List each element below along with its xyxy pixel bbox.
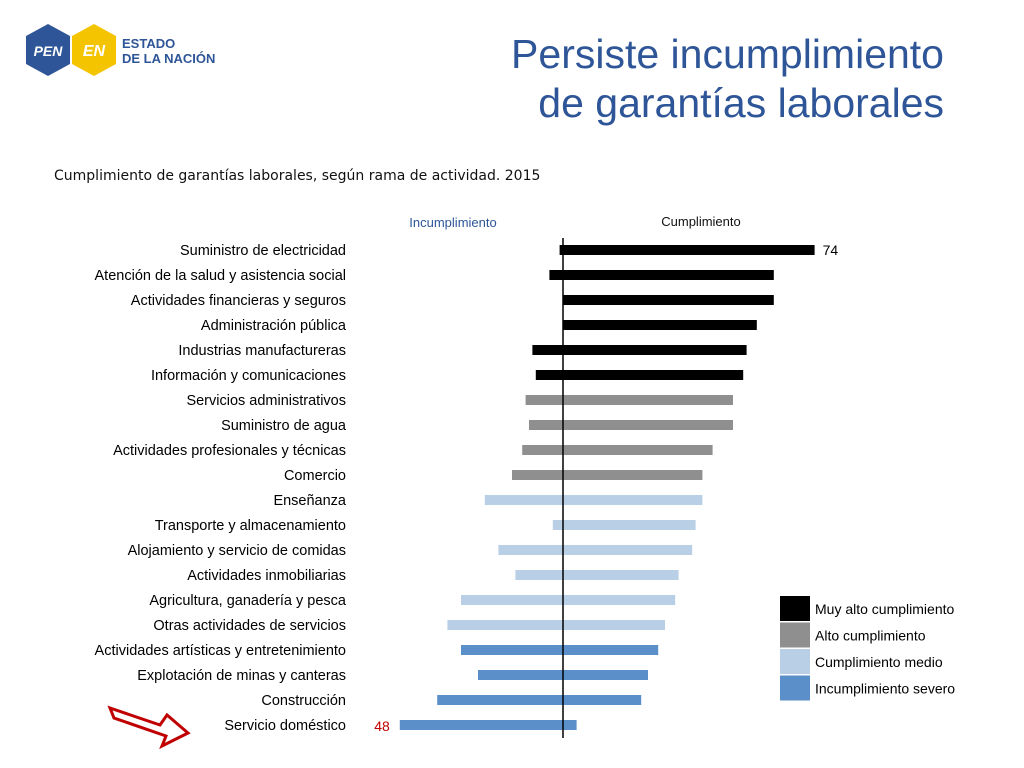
bar-incumplimiento [437,695,563,705]
category-label: Industrias manufactureras [178,343,346,359]
bar-cumplimiento [563,670,648,680]
bar-cumplimiento [563,470,703,480]
bar-cumplimiento [563,720,577,730]
pen-badge-text: PEN [34,43,64,59]
bar-incumplimiento [549,270,563,280]
legend-label: Alto cumplimiento [815,628,926,644]
legend-swatch [780,675,810,701]
bar-incumplimiento [559,245,563,255]
bar-cumplimiento [563,395,733,405]
bar-cumplimiento [563,595,676,605]
category-label: Actividades inmobiliarias [187,568,346,584]
legend-label: Cumplimiento medio [815,654,943,670]
bar-cumplimiento [563,345,747,355]
header-incumplimiento: Incumplimiento [409,215,496,230]
category-label: Alojamiento y servicio de comidas [128,543,346,559]
bar-cumplimiento [563,695,642,705]
category-label: Agricultura, ganadería y pesca [149,593,347,609]
bar-cumplimiento [563,495,703,505]
category-label: Administración pública [201,318,347,334]
bar-cumplimiento [563,245,815,255]
data-label-highlight: 48 [374,718,390,734]
legend-label: Incumplimiento severo [815,681,955,697]
bar-incumplimiento [461,595,563,605]
bar-incumplimiento [484,495,563,505]
estado-de-la-nacion-logo: PEN EN ESTADO DE LA NACIÓN [26,24,215,76]
bar-cumplimiento [563,520,696,530]
category-label: Actividades artísticas y entretenimiento [95,643,346,659]
category-label: Construcción [261,693,346,709]
header-cumplimiento: Cumplimiento [661,214,740,229]
page-title: Persiste incumplimiento de garantías lab… [511,30,944,128]
chart-subtitle: Cumplimiento de garantías laborales, seg… [54,168,541,184]
bar-incumplimiento [522,445,563,455]
logo-line1: ESTADO [122,36,175,51]
title-line-2: de garantías laborales [538,80,944,126]
bar-incumplimiento [399,720,563,730]
category-label: Suministro de agua [221,418,347,434]
bar-cumplimiento [563,645,659,655]
category-label: Otras actividades de servicios [153,618,346,634]
bar-incumplimiento [478,670,563,680]
legend-swatch [780,622,810,648]
data-label: 74 [823,242,839,258]
bar-cumplimiento [563,270,774,280]
bar-incumplimiento [515,570,563,580]
en-badge-text: EN [83,43,106,60]
category-label: Comercio [284,468,346,484]
bar-cumplimiento [563,445,713,455]
category-label: Explotación de minas y canteras [137,668,346,684]
category-label: Servicios administrativos [186,393,346,409]
bar-incumplimiento [532,345,563,355]
category-label: Atención de la salud y asistencia social [95,268,346,284]
category-label: Servicio doméstico [224,718,346,734]
pen-badge-icon [26,24,70,76]
bar-cumplimiento [563,620,665,630]
logo-line2: DE LA NACIÓN [122,51,215,66]
category-label: Actividades profesionales y técnicas [113,443,346,459]
category-label: Suministro de electricidad [180,243,346,259]
category-label: Transporte y almacenamiento [155,518,346,534]
title-line-1: Persiste incumplimiento [511,31,944,77]
bar-incumplimiento [447,620,563,630]
bar-cumplimiento [563,370,744,380]
legend-label: Muy alto cumplimiento [815,601,954,617]
bar-cumplimiento [563,295,774,305]
bar-incumplimiento [552,520,563,530]
bar-incumplimiento [525,395,563,405]
legend-swatch [780,596,810,621]
bar-incumplimiento [498,545,563,555]
bar-cumplimiento [563,570,679,580]
category-label: Actividades financieras y seguros [131,293,346,309]
bar-cumplimiento [563,320,757,330]
bar-incumplimiento [461,645,563,655]
category-label: Enseñanza [273,493,346,509]
en-badge-icon [72,24,116,76]
bar-incumplimiento [529,420,563,430]
callout-arrow-icon [107,705,191,750]
bar-incumplimiento [535,370,563,380]
bar-incumplimiento [512,470,563,480]
legend-swatch [780,649,810,674]
category-label: Información y comunicaciones [151,368,346,384]
bar-cumplimiento [563,545,693,555]
bar-cumplimiento [563,420,733,430]
